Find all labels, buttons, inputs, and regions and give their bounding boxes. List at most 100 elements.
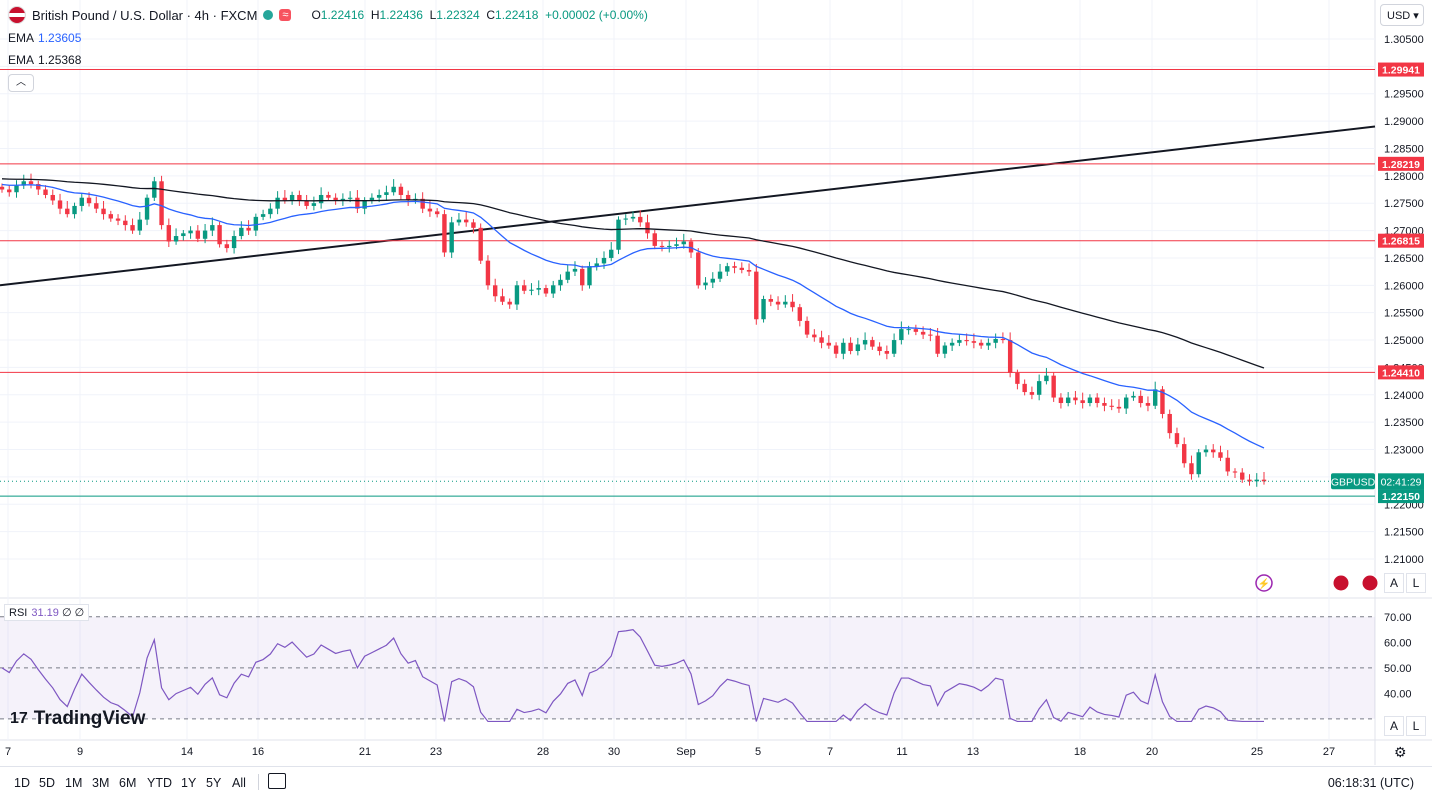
candle-body [848, 342, 853, 352]
tradingview-mark-icon: 17 [10, 710, 28, 727]
timeframe-5y[interactable]: 5Y [206, 776, 222, 790]
countdown-box [1378, 473, 1424, 490]
candle-body [282, 197, 288, 201]
candle-body [514, 285, 520, 305]
candle-body [65, 208, 70, 215]
candle-body [1218, 452, 1223, 458]
candle-body [1022, 383, 1027, 393]
timeframe-all[interactable]: All [232, 776, 246, 790]
candle-body [710, 278, 715, 283]
settings-gear-icon[interactable]: ⚙ [1394, 744, 1407, 760]
candle-body [935, 335, 940, 354]
timeframe-1d[interactable]: 1D [14, 776, 30, 790]
utc-clock[interactable]: 06:18:31 (UTC) [1327, 776, 1414, 790]
ema-slow-legend[interactable]: EMA 1.25368 [8, 53, 82, 67]
rsi-auto-scale-button[interactable]: A [1384, 716, 1404, 736]
candle-body [877, 346, 882, 352]
log-scale-button[interactable]: L [1406, 573, 1426, 593]
candle-body [369, 197, 375, 201]
candle-body [623, 218, 628, 220]
candle-body [1000, 338, 1006, 341]
auto-scale-button[interactable]: A [1384, 573, 1404, 593]
candle-body [449, 222, 454, 253]
candle-body [971, 341, 977, 343]
candle-body [108, 214, 113, 219]
time-tick-label: 21 [359, 746, 371, 758]
us-flag-event-icon-2 [1361, 574, 1379, 592]
currency-selector[interactable]: USD ▾ [1380, 4, 1424, 26]
price-tick-label: 1.28500 [1384, 143, 1424, 155]
candle-body [1225, 457, 1230, 472]
instrument-title[interactable]: British Pound / U.S. Dollar · 4h · FXCM [32, 7, 258, 23]
candle-body [456, 219, 462, 223]
calendar-icon[interactable] [268, 773, 286, 789]
candle-body [862, 340, 868, 345]
rsi-legend[interactable]: RSI 31.19 ∅ ∅ [4, 604, 90, 621]
collapse-legend-button[interactable]: ︿ [8, 74, 34, 92]
price-tick-label: 1.25500 [1384, 308, 1424, 320]
price-tick-label: 1.29500 [1384, 89, 1424, 101]
candle-body [783, 301, 788, 305]
level-price-tag [1378, 156, 1424, 171]
candle-body [652, 233, 657, 246]
timeframe-ytd[interactable]: YTD [147, 776, 172, 790]
timeframe-5d[interactable]: 5D [39, 776, 55, 790]
candle-body [166, 225, 172, 242]
time-tick-label: 18 [1074, 746, 1086, 758]
candle-body [1007, 340, 1013, 373]
candle-body [754, 271, 759, 320]
us-flag-event-icon [1332, 574, 1350, 592]
price-tick-label: 1.23500 [1384, 417, 1424, 429]
bottom-toolbar: 1D 5D 1M 3M 6M YTD 1Y 5Y All 06:18:31 (U… [0, 766, 1432, 801]
candle-body [463, 219, 469, 223]
symbol-tag-box [1331, 473, 1375, 490]
candle-body [391, 186, 396, 193]
candle-body [558, 279, 563, 286]
candle-body [144, 197, 150, 220]
ema-fast-legend[interactable]: EMA 1.23605 [8, 31, 82, 45]
candle-body [594, 263, 599, 267]
candle-body [703, 282, 708, 286]
lightning-event-icon [1255, 574, 1273, 592]
candle-body [246, 227, 251, 231]
timeframe-3m[interactable]: 3M [92, 776, 110, 790]
timeframe-6m[interactable]: 6M [119, 776, 137, 790]
candle-body [137, 219, 143, 231]
candle-body [899, 329, 904, 341]
candle-body [761, 299, 766, 320]
price-tick-label: 1.28000 [1384, 171, 1424, 183]
candle-body [115, 218, 121, 221]
candle-body [260, 214, 266, 217]
timeframe-1y[interactable]: 1Y [181, 776, 197, 790]
candle-body [551, 285, 556, 294]
time-tick-label: Sep [676, 746, 696, 758]
candle-body [1203, 449, 1209, 453]
level-price-tag [1378, 233, 1424, 248]
timeframe-1m[interactable]: 1M [65, 776, 83, 790]
candle-body [217, 225, 222, 245]
candle-body [543, 288, 549, 294]
candle-body [57, 200, 63, 209]
candle-body [384, 192, 389, 195]
candle-body [434, 211, 440, 215]
candle-body [529, 289, 534, 291]
price-tick-label: 1.26000 [1384, 280, 1424, 292]
candle-body [797, 307, 803, 321]
candle-body [819, 337, 824, 343]
candle-body [1167, 413, 1172, 434]
candle-body [1044, 375, 1049, 382]
candle-body [94, 203, 99, 209]
ohlc-readout: O1.22416 H1.22436 L1.22324 C1.22418 +0.0… [311, 8, 648, 22]
tradingview-logo[interactable]: 17 TradingView [10, 708, 146, 729]
candle-body [500, 296, 505, 302]
data-status-icon[interactable]: ≈ [279, 9, 292, 21]
lightning-glyph: ⚡ [1258, 577, 1270, 590]
candle-body [1254, 479, 1259, 482]
candle-body [630, 216, 636, 219]
candle-body [1153, 389, 1158, 406]
candle-body [173, 236, 179, 242]
candle-body [746, 269, 752, 272]
rsi-log-scale-button[interactable]: L [1406, 716, 1426, 736]
